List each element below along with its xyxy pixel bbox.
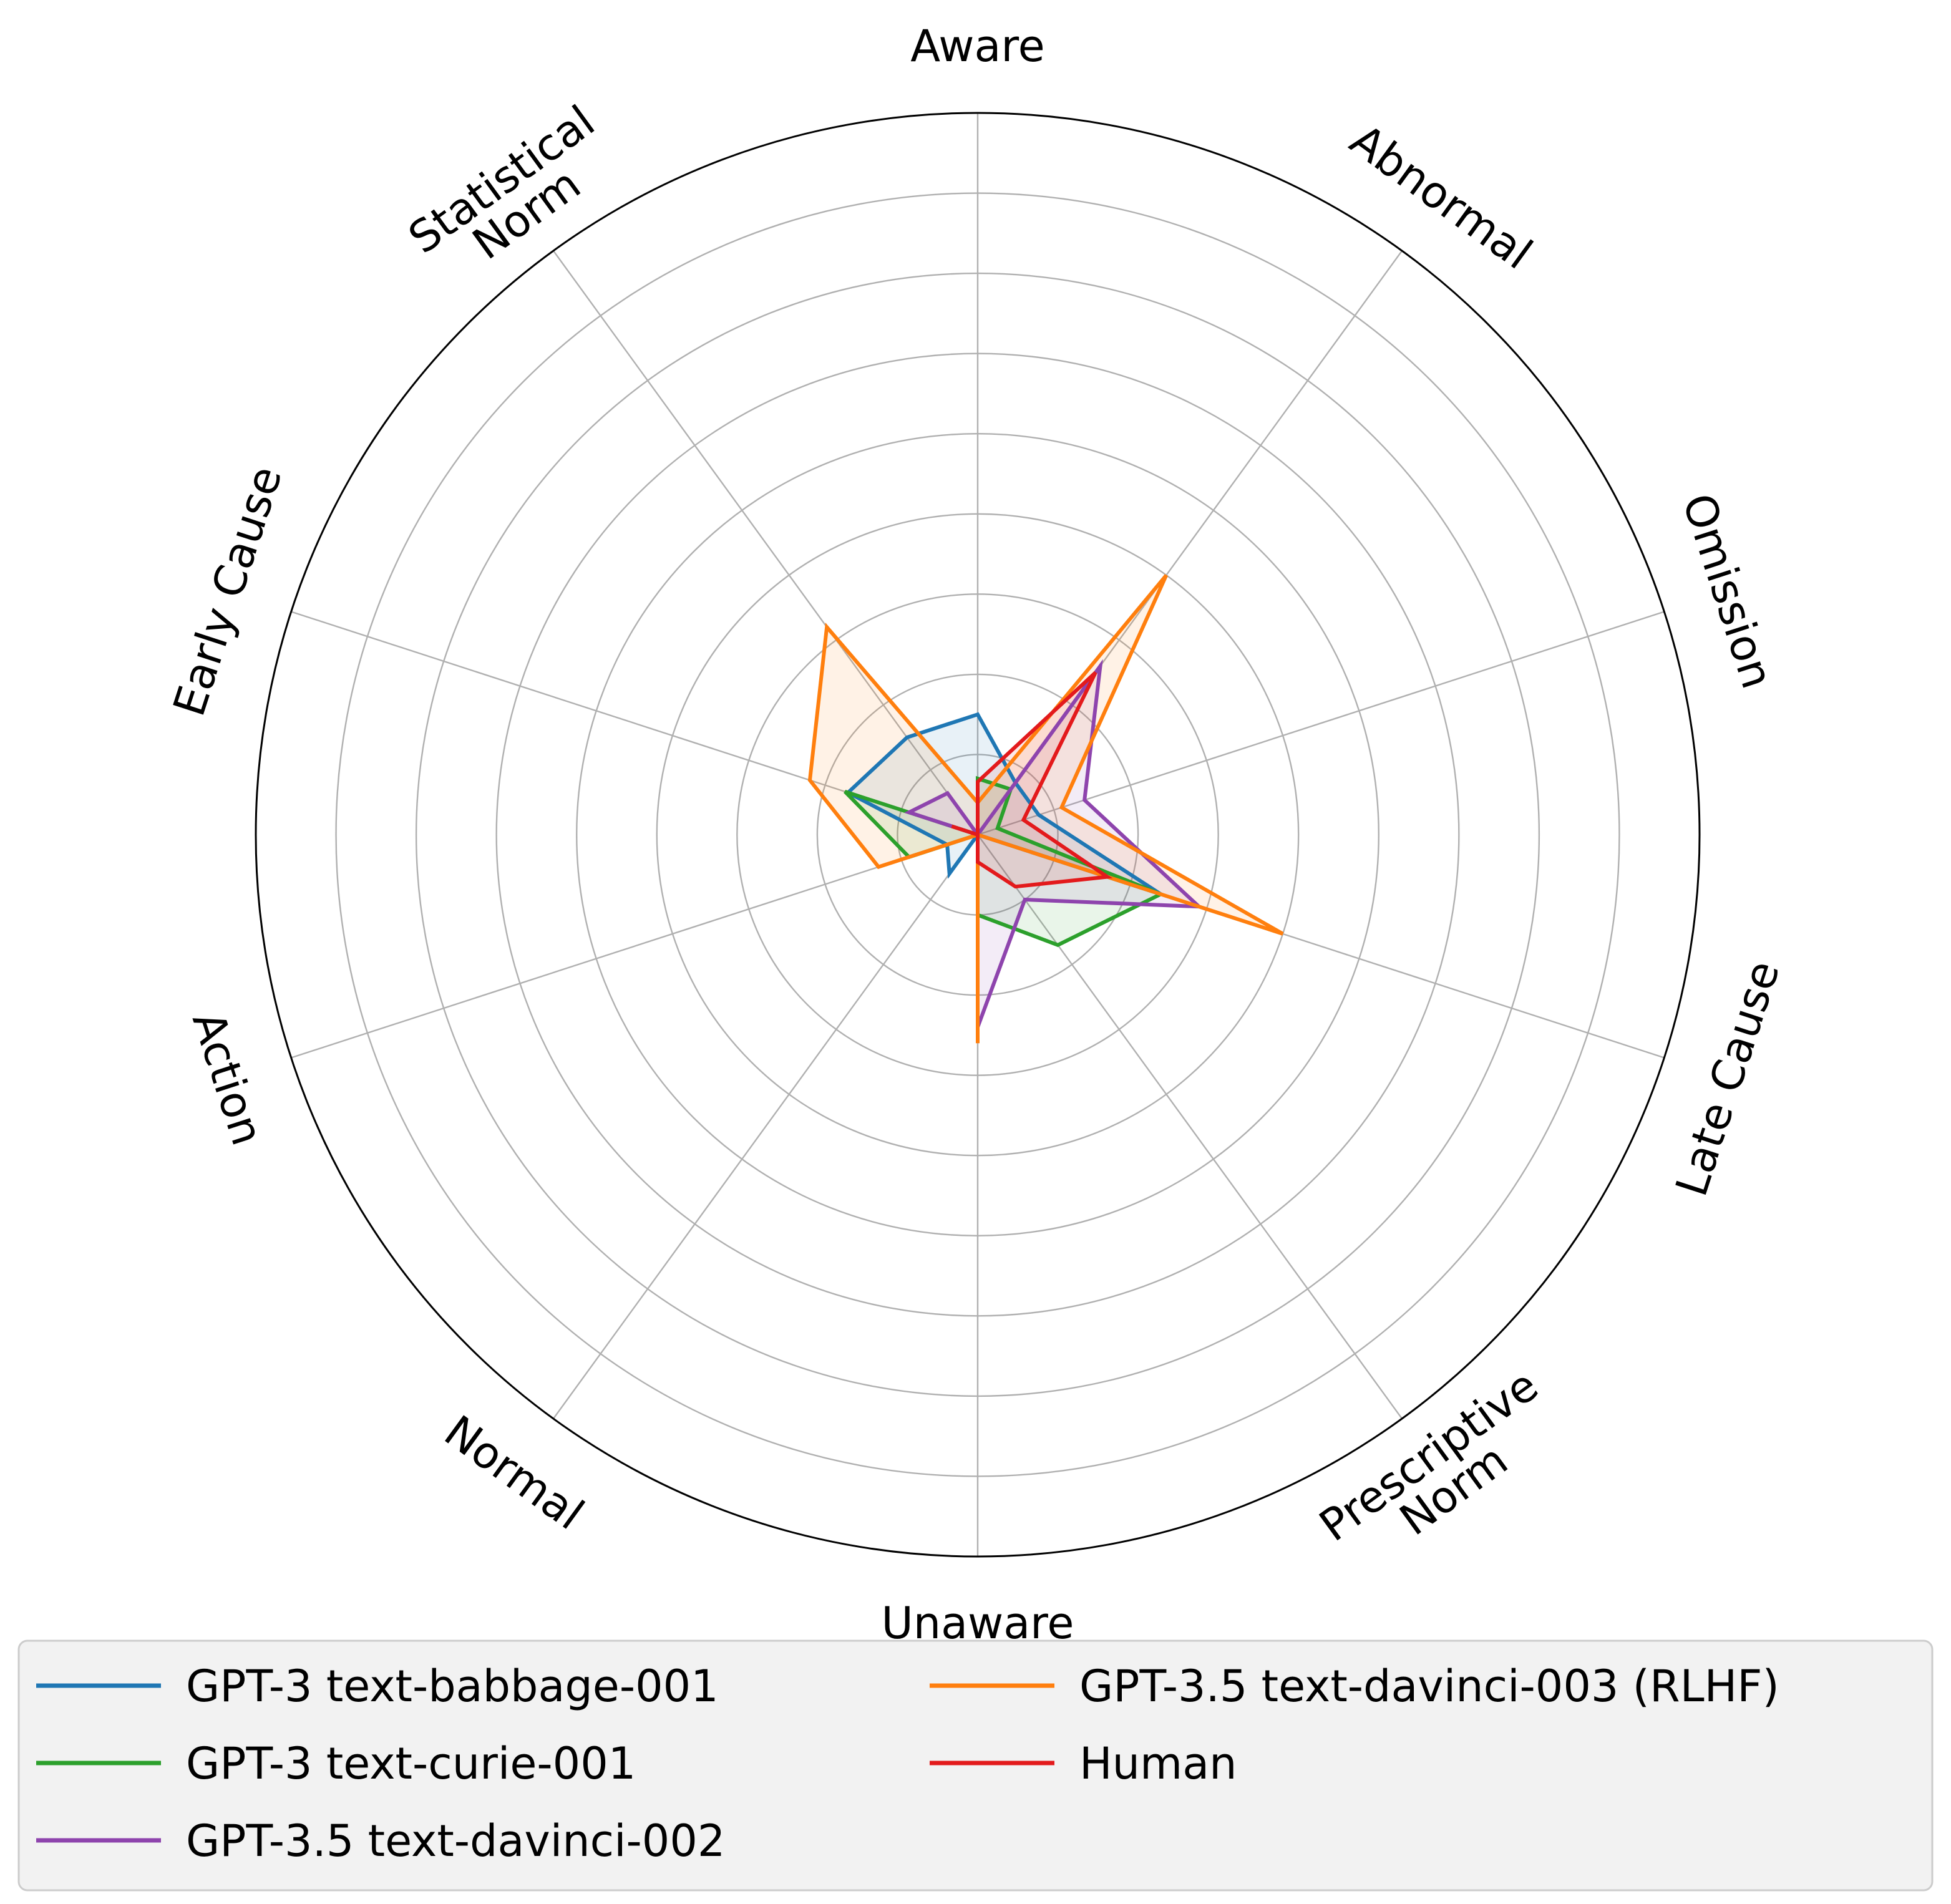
outer-ring bbox=[255, 112, 1701, 1558]
axis-label-aware: Aware bbox=[910, 21, 1045, 72]
series-lines bbox=[807, 574, 1284, 1044]
legend-box bbox=[17, 1639, 1934, 1892]
axis-label-normal: Normal bbox=[435, 1406, 593, 1540]
spoke-prescriptive-norm bbox=[977, 834, 1403, 1419]
axis-label-statistical-norm: StatisticalNorm bbox=[399, 95, 629, 298]
axis-label-omission: Omission bbox=[1672, 487, 1783, 694]
legend-label-gpt-3-5-text-davinci-003-rlhf: GPT-3.5 text-davinci-003 (RLHF) bbox=[1079, 1661, 1779, 1712]
legend: GPT-3 text-babbage-001 GPT-3 text-curie-0… bbox=[17, 1639, 1934, 1892]
legend-label-gpt-3-5-text-davinci-002: GPT-3.5 text-davinci-002 bbox=[186, 1815, 725, 1867]
series-line-gpt-3-5-text-davinci-002 bbox=[904, 659, 1204, 1028]
series-line-gpt-3-5-text-davinci-003-rlhf bbox=[807, 574, 1284, 1044]
axis-label-abnormal: Abnormal bbox=[1341, 114, 1541, 279]
legend-label-gpt-3-text-curie-001: GPT-3 text-curie-001 bbox=[186, 1738, 636, 1789]
spoke-normal bbox=[552, 834, 978, 1419]
series-fill-gpt-3-5-text-davinci-002 bbox=[909, 666, 1199, 1027]
spoke-action bbox=[291, 833, 978, 1059]
axis-label-action: Action bbox=[182, 1006, 273, 1152]
legend-label-gpt-3-text-babbage-001: GPT-3 text-babbage-001 bbox=[186, 1661, 719, 1712]
spoke-omission bbox=[977, 611, 1665, 836]
legend-label-human: Human bbox=[1079, 1738, 1237, 1789]
series-fill-gpt-3-5-text-davinci-003-rlhf bbox=[810, 575, 1283, 1044]
axis-label-prescriptive-norm: PrescriptiveNorm bbox=[1310, 1359, 1572, 1586]
series-line-gpt-3-text-babbage-001 bbox=[845, 712, 1162, 896]
axis-label-late-cause: Late Cause bbox=[1666, 954, 1790, 1202]
series-line-human bbox=[951, 671, 1113, 889]
